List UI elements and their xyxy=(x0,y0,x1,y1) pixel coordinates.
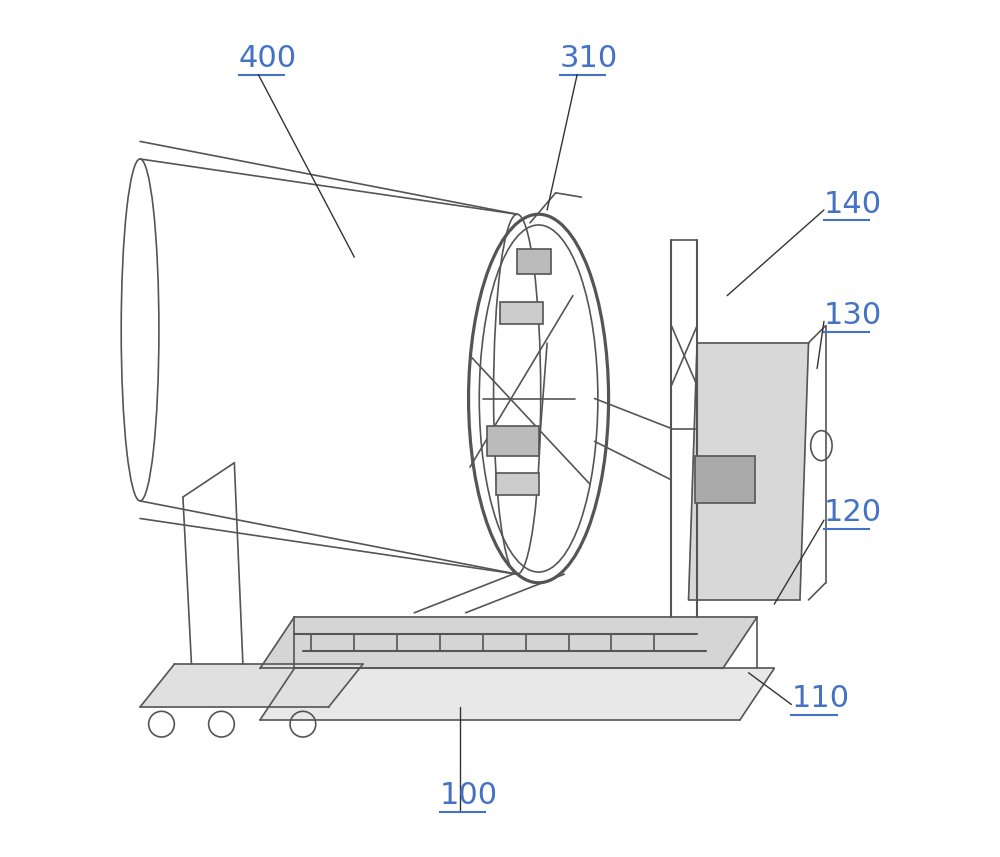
Bar xyxy=(487,426,539,456)
Text: 310: 310 xyxy=(560,44,618,73)
Text: 100: 100 xyxy=(440,781,498,810)
Text: 140: 140 xyxy=(824,189,882,219)
Polygon shape xyxy=(689,343,809,600)
Bar xyxy=(500,302,543,323)
Polygon shape xyxy=(260,617,757,668)
Bar xyxy=(517,249,551,274)
Bar xyxy=(496,473,539,495)
Bar xyxy=(695,457,755,504)
Text: 130: 130 xyxy=(824,301,882,330)
Polygon shape xyxy=(260,668,774,720)
Text: 110: 110 xyxy=(791,684,850,713)
Polygon shape xyxy=(140,664,363,707)
Text: 120: 120 xyxy=(824,498,882,527)
Text: 400: 400 xyxy=(239,44,297,73)
